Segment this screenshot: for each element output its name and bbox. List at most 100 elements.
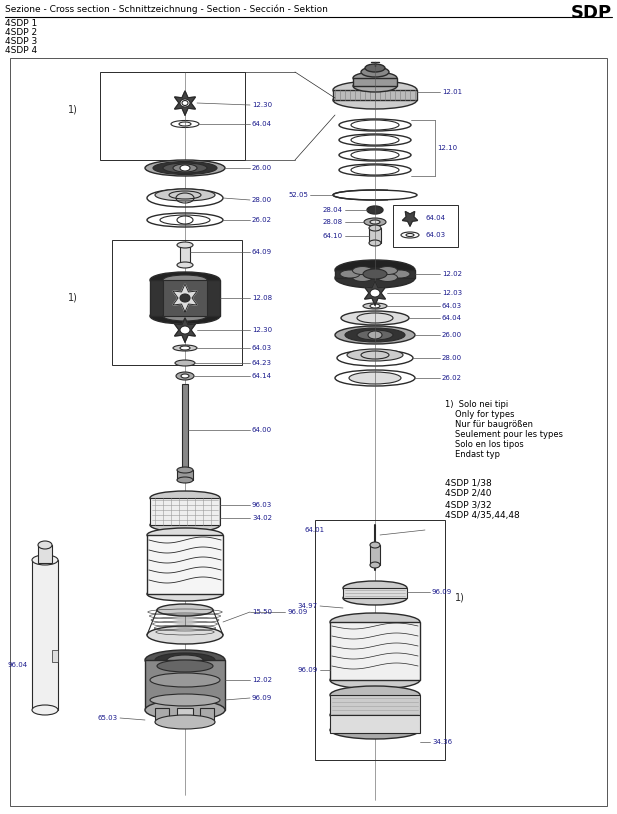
Ellipse shape [333,81,417,99]
Bar [155,708,169,723]
Text: 96.09: 96.09 [298,667,318,673]
Ellipse shape [153,161,217,174]
Text: 4SDP 3: 4SDP 3 [5,37,37,46]
Polygon shape [402,212,418,226]
Ellipse shape [343,581,407,595]
Bar [163,280,207,316]
Ellipse shape [330,686,420,704]
Text: 26.00: 26.00 [252,165,272,171]
Ellipse shape [155,715,215,729]
Text: 64.04: 64.04 [425,215,445,221]
Text: 26.00: 26.00 [442,332,462,338]
Ellipse shape [370,562,380,568]
Ellipse shape [345,328,405,342]
Text: 64.03: 64.03 [442,303,462,309]
Bar [52,650,58,662]
Ellipse shape [145,700,225,720]
Ellipse shape [167,655,203,665]
Bar [393,205,458,247]
Ellipse shape [163,163,207,173]
Text: 4SDP 1: 4SDP 1 [5,19,37,28]
Ellipse shape [352,266,373,274]
Ellipse shape [330,671,420,689]
Ellipse shape [370,289,380,297]
Ellipse shape [155,189,215,201]
Text: 1): 1) [68,105,78,115]
Text: 12.30: 12.30 [252,102,272,108]
Bar [333,90,417,100]
Text: 12.30: 12.30 [252,327,272,333]
Bar [145,660,225,710]
Text: 64.03: 64.03 [425,232,445,238]
Ellipse shape [150,673,220,687]
Text: 26.02: 26.02 [442,375,462,381]
Bar [177,470,193,480]
Ellipse shape [155,653,215,667]
Ellipse shape [180,165,190,171]
Text: 28.00: 28.00 [252,197,272,203]
Bar [177,708,193,723]
Ellipse shape [182,100,188,106]
Text: 64.23: 64.23 [252,360,272,366]
Text: Endast typ: Endast typ [455,450,500,459]
Text: Sezione - Cross section - Schnittzeichnung - Section - Sección - Sektion: Sezione - Cross section - Schnittzeichnu… [5,4,328,14]
Text: 1): 1) [68,293,78,303]
Bar [315,520,445,760]
Ellipse shape [363,269,387,279]
Text: 64.09: 64.09 [252,249,272,255]
Text: 4SDP 3/32: 4SDP 3/32 [445,500,492,509]
Ellipse shape [38,541,52,549]
Ellipse shape [378,274,397,282]
Text: 4SDP 1/38: 4SDP 1/38 [445,478,492,487]
Ellipse shape [180,326,190,334]
Text: 12.08: 12.08 [252,295,272,301]
Text: 4SDP 2/40: 4SDP 2/40 [445,489,492,498]
Text: 4SDP 4/35,44,48: 4SDP 4/35,44,48 [445,511,520,520]
Bar [32,560,58,710]
Text: 12.10: 12.10 [437,145,457,151]
Text: 28.08: 28.08 [323,219,343,225]
Text: 34.97: 34.97 [298,603,318,609]
Ellipse shape [353,72,397,84]
Ellipse shape [163,311,207,321]
Bar [330,695,420,715]
Bar [343,588,407,598]
Ellipse shape [357,330,393,340]
Bar [330,715,420,733]
Bar [200,708,214,723]
Bar [147,535,223,594]
Text: 28.04: 28.04 [323,207,343,213]
Ellipse shape [180,99,190,107]
Ellipse shape [367,206,383,214]
Ellipse shape [370,542,380,548]
Text: 96.09: 96.09 [432,589,452,595]
Ellipse shape [163,275,207,285]
Text: SDP: SDP [571,4,612,22]
Text: 12.02: 12.02 [442,271,462,277]
Text: 26.02: 26.02 [252,217,272,223]
Ellipse shape [335,268,415,288]
Ellipse shape [378,266,397,274]
Text: 64.04: 64.04 [252,121,272,127]
Ellipse shape [177,467,193,473]
Ellipse shape [347,349,403,361]
Ellipse shape [173,164,197,172]
Ellipse shape [180,294,190,302]
Ellipse shape [150,694,220,706]
Ellipse shape [341,311,409,325]
Text: 28.00: 28.00 [442,355,462,361]
Text: 4SDP 4: 4SDP 4 [5,46,37,55]
Text: 96.09: 96.09 [252,695,272,701]
Ellipse shape [343,591,407,605]
Ellipse shape [349,372,401,384]
Text: 34.02: 34.02 [252,515,272,521]
Ellipse shape [175,360,195,366]
Ellipse shape [368,331,382,339]
Text: 34.36: 34.36 [432,739,452,745]
Text: 65.03: 65.03 [98,715,118,721]
Bar [370,545,380,565]
Ellipse shape [370,220,380,224]
Text: 96.03: 96.03 [252,502,272,508]
Ellipse shape [173,345,197,351]
Text: 64.03: 64.03 [252,345,272,351]
